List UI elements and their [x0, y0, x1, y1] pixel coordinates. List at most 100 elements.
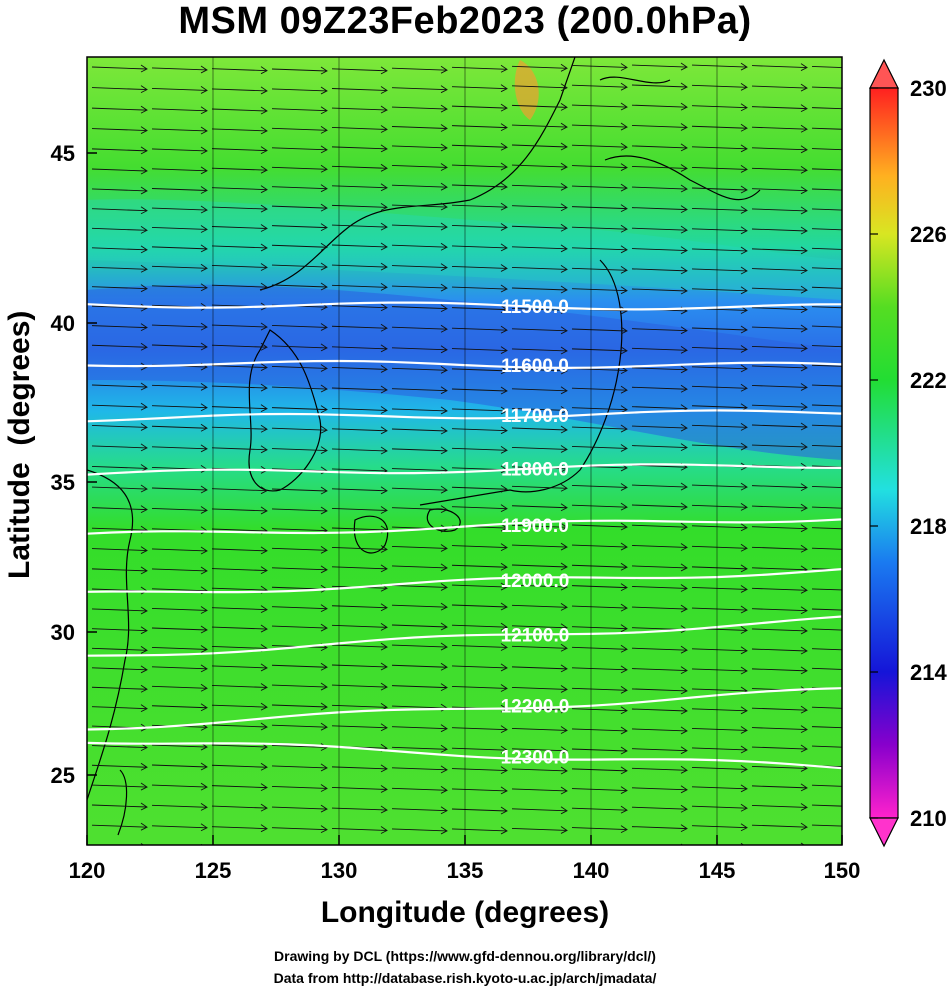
wind-arrow: [811, 745, 842, 748]
wind-arrow: [511, 664, 568, 673]
wind-arrow: [751, 503, 808, 512]
wind-arrow: [392, 847, 447, 854]
y-tick-label: 45: [51, 141, 75, 166]
wind-arrow: [631, 205, 688, 214]
wind-arrow: [811, 547, 842, 550]
wind-arrow: [451, 766, 508, 775]
wind-arrow: [691, 482, 748, 491]
wind-arrow: [331, 785, 388, 793]
wind-arrow: [451, 504, 508, 513]
colorbar-tick-label: 230: [910, 76, 947, 101]
x-axis-title: Longitude (degrees): [320, 896, 610, 929]
wind-arrow: [811, 506, 842, 509]
wind-arrow: [331, 323, 388, 332]
wind-arrow: [811, 267, 842, 270]
wind-arrow: [211, 445, 268, 454]
wind-arrow: [631, 502, 688, 511]
wind-arrow: [751, 383, 808, 391]
wind-arrow: [151, 566, 208, 575]
wind-arrow: [331, 282, 388, 291]
contour-labels: 11500.0 11600.0 11700.0 11800.0 11900.0 12000…: [501, 297, 570, 768]
wind-arrow: [631, 746, 688, 755]
wind-arrow: [271, 242, 328, 251]
wind-arrow: [451, 305, 508, 314]
wind-arrow: [571, 766, 628, 775]
wind-arrow: [751, 422, 808, 431]
wind-arrow: [751, 124, 808, 133]
wind-arrow: [571, 163, 628, 171]
wind-arrow: [631, 423, 688, 432]
wind-arrow: [151, 664, 208, 673]
wind-arrow: [631, 102, 688, 111]
wind-arrow: [451, 162, 508, 171]
wind-arrow: [151, 146, 208, 155]
wind-arrow: [571, 424, 628, 433]
wind-arrow: [691, 823, 748, 832]
wind-arrow: [451, 745, 508, 754]
wind-arrow: [391, 826, 448, 835]
wind-arrow: [391, 662, 448, 671]
wind-arrow: [391, 365, 448, 374]
wind-arrow: [811, 628, 842, 631]
wind-arrow: [571, 405, 628, 414]
wind-arrow: [451, 826, 508, 835]
y-tick-label: 30: [51, 620, 75, 645]
wind-arrow: [211, 803, 268, 812]
wind-arrow: [811, 364, 842, 367]
wind-arrow: [691, 784, 748, 793]
wind-arrow: [751, 705, 808, 714]
wind-arrow: [391, 785, 448, 794]
wind-arrow: [91, 186, 148, 195]
wind-arrow: [811, 784, 842, 787]
wind-arrow: [571, 706, 628, 715]
wind-arrow: [151, 126, 208, 135]
wind-arrow: [91, 323, 148, 332]
wind-arrow: [691, 266, 748, 275]
wind-arrow: [451, 643, 508, 651]
wind-arrow: [211, 762, 268, 771]
wind-arrow: [271, 446, 328, 454]
wind-arrow: [511, 786, 568, 795]
wind-arrow: [91, 264, 148, 273]
wind-arrow: [691, 706, 748, 715]
wind-arrow: [91, 665, 148, 674]
wind-arrow: [271, 125, 328, 134]
wind-arrow: [571, 786, 628, 794]
wind-arrow: [271, 604, 328, 613]
contour-label: 12300.0: [501, 747, 570, 768]
wind-arrow: [691, 564, 748, 573]
wind-arrow: [91, 704, 148, 713]
wind-arrow: [91, 822, 148, 831]
wind-arrow: [631, 522, 688, 531]
wind-arrow: [91, 626, 148, 635]
colorbar-tick-label: 214: [910, 660, 947, 685]
wind-arrow: [271, 405, 328, 414]
wind-arrow: [331, 564, 388, 573]
wind-arrow: [271, 86, 328, 95]
wind-arrow: [571, 224, 628, 233]
wind-arrow: [751, 305, 808, 314]
wind-arrow: [451, 786, 508, 795]
wind-arrow: [511, 522, 568, 531]
wind-arrow: [811, 608, 842, 611]
wind-arrow: [91, 782, 148, 791]
wind-arrow: [271, 425, 328, 434]
colorbar-bottom-arrow: [869, 817, 899, 848]
wind-arrow: [331, 144, 388, 153]
wind-arrow: [751, 344, 808, 352]
wind-arrow: [151, 506, 208, 514]
wind-arrow: [331, 545, 388, 553]
wind-arrow: [511, 483, 568, 492]
wind-arrow: [751, 822, 808, 831]
wind-arrow: [571, 483, 628, 491]
wind-arrow: [631, 246, 688, 254]
wind-arrow: [811, 648, 842, 651]
wind-arrow: [91, 606, 148, 615]
wind-arrow: [91, 284, 148, 293]
gridlines: [212, 57, 718, 845]
wind-arrow: [151, 683, 208, 692]
contour-label: 11500.0: [501, 297, 569, 318]
wind-arrow: [151, 403, 208, 412]
wind-arrow: [451, 806, 508, 815]
wind-arrow: [631, 225, 688, 234]
